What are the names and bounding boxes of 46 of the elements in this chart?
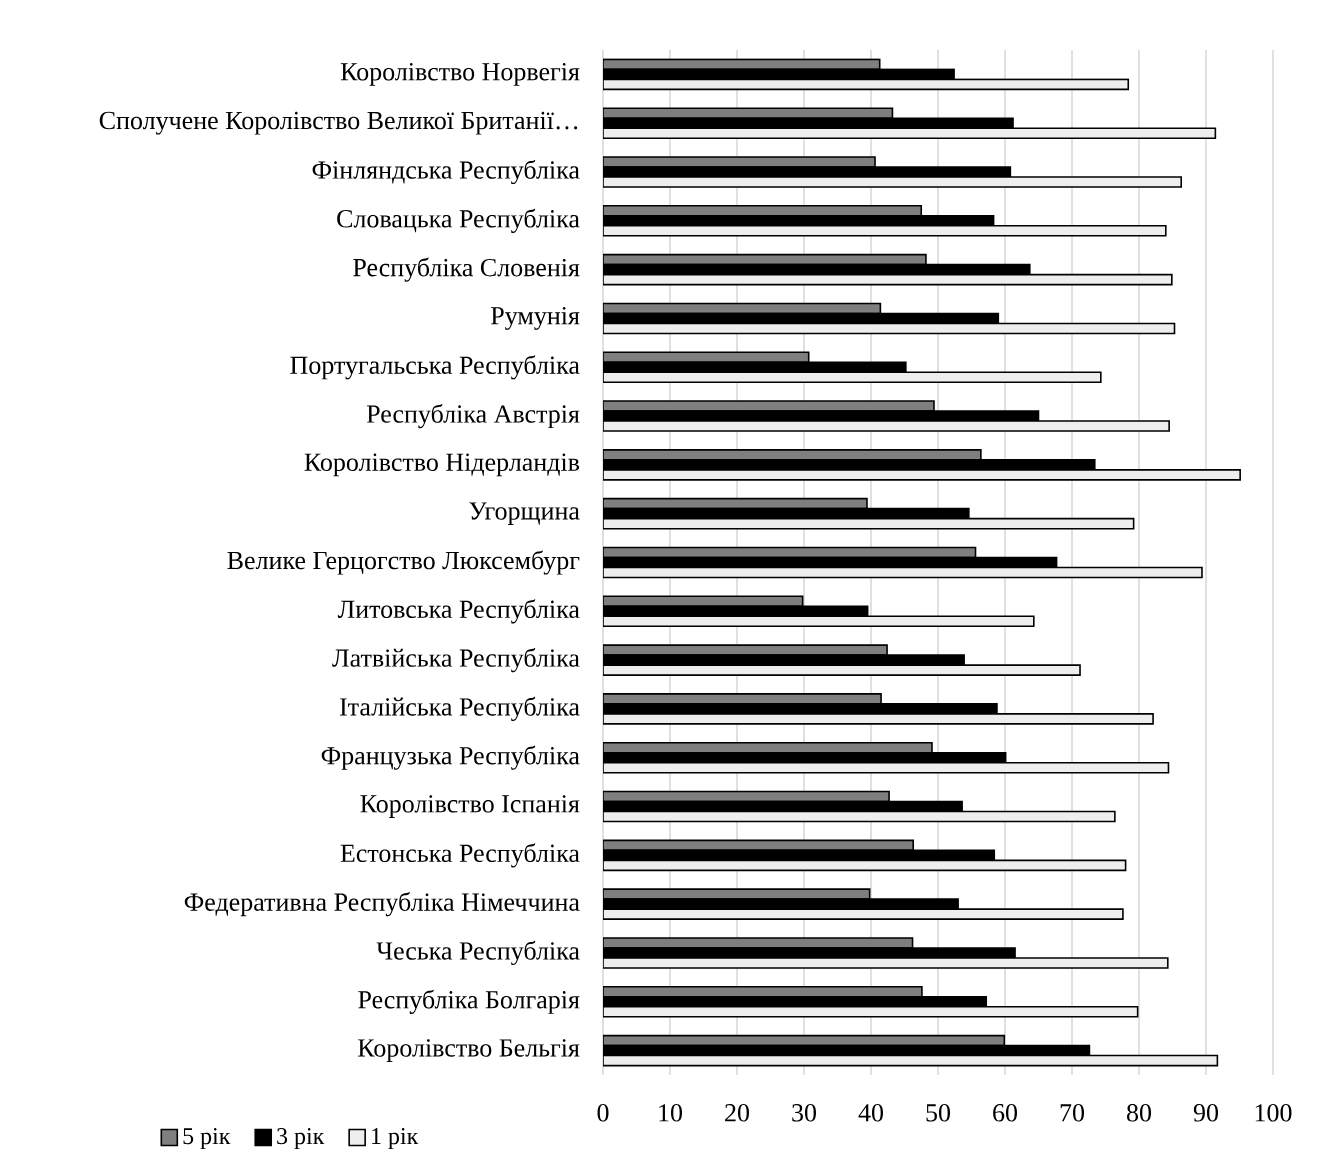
y-tick-label: Королівство Норвегія — [340, 63, 580, 86]
bar — [603, 566, 1203, 579]
bar — [603, 517, 1135, 530]
legend-label: 1 рік — [372, 1128, 419, 1150]
bar — [603, 1054, 1219, 1067]
y-tick-label: Республіка Болгарія — [358, 989, 580, 1014]
x-tick-label: 40 — [858, 1104, 884, 1122]
bar — [603, 859, 1127, 872]
bar — [603, 273, 1173, 286]
x-tick-label: 60 — [993, 1104, 1018, 1122]
legend-label: 5 рік — [183, 1128, 231, 1150]
y-tick-label: Естонська Республіка — [340, 843, 580, 868]
x-tick-label: 20 — [725, 1104, 750, 1122]
y-tick-label: Словацька Республіка — [337, 208, 580, 233]
x-tick-label: 100 — [1255, 1104, 1292, 1122]
x-tick-label: 80 — [1127, 1104, 1152, 1122]
x-tick-label: 90 — [1193, 1104, 1219, 1122]
y-tick-label: Румунія — [491, 307, 580, 330]
y-tick-label: Французька Республіка — [321, 745, 580, 770]
bar — [603, 302, 882, 315]
bar — [603, 546, 977, 559]
y-tick-label: Литовська Республіка — [337, 599, 580, 624]
y-tick-label: Велике Герцогство Люксембург — [227, 550, 580, 575]
y-tick-label: Королівство Нідерландів — [304, 453, 580, 477]
y-tick-label: Італійська Республіка — [340, 696, 580, 722]
y-tick-label: Угорщина — [469, 502, 580, 525]
y-tick-label: Республіка Австрія — [366, 403, 580, 429]
y-tick-label: Федеративна Республіка Німеччина — [184, 892, 580, 917]
y-tick-label: Королівство Бельгія — [358, 1039, 580, 1062]
bar — [603, 810, 1116, 823]
y-tick-label: Сполучене Королівство Великої Британії… — [99, 111, 578, 135]
x-tick-label: 70 — [1060, 1104, 1085, 1122]
x-tick-label: 10 — [659, 1104, 683, 1122]
y-tick-label: Фінляндська Республіка — [312, 159, 580, 185]
x-tick-label: 30 — [792, 1104, 817, 1122]
legend-label: 3 рік — [277, 1128, 325, 1150]
bar — [603, 322, 1176, 335]
y-tick-label: Латвійська Республіка — [332, 648, 580, 673]
y-tick-label: Чеська Республіка — [376, 940, 580, 966]
y-tick-label: Португальська Республіка — [290, 355, 580, 380]
x-tick-label: 50 — [926, 1104, 951, 1122]
y-tick-label: Королівство Іспанія — [360, 795, 580, 818]
y-tick-label: Республіка Словенія — [353, 257, 580, 282]
bar — [603, 78, 1130, 91]
x-tick-label: 0 — [597, 1104, 609, 1122]
bar — [603, 1034, 1006, 1047]
